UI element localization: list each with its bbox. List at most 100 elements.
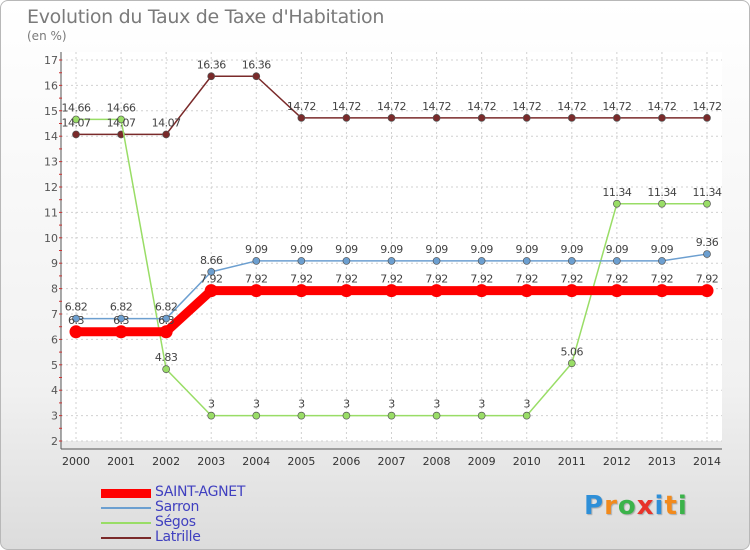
data-label: 5.06 (561, 345, 584, 358)
data-point (117, 115, 125, 124)
data-point (159, 325, 173, 339)
data-label: 9.36 (696, 236, 719, 249)
data-label: 6.82 (110, 301, 133, 314)
data-label: 14.66 (62, 101, 91, 114)
data-point (613, 199, 621, 208)
data-point (385, 284, 398, 298)
data-label: 3 (478, 398, 485, 411)
data-label: 8.66 (200, 254, 223, 267)
data-point (114, 325, 128, 339)
data-point (477, 114, 486, 122)
y-tick-label: 13 (44, 156, 58, 169)
x-tick-label: 2012 (603, 455, 631, 468)
data-label: 14.66 (107, 101, 136, 114)
y-tick-label: 7 (51, 308, 58, 321)
x-tick-label: 2008 (423, 455, 451, 468)
data-point (387, 114, 396, 122)
legend-label: SAINT-AGNET (155, 484, 246, 500)
data-label: 6.82 (65, 301, 88, 314)
data-point (658, 199, 666, 208)
data-point (72, 314, 80, 323)
y-tick-label: 6 (51, 333, 58, 346)
data-label: 7.92 (515, 273, 538, 286)
data-label: 7.92 (606, 273, 629, 286)
legend-swatch (101, 522, 151, 524)
data-point (477, 411, 486, 420)
data-point (522, 257, 531, 265)
data-label: 14.07 (62, 116, 91, 129)
data-point (658, 114, 666, 122)
data-label: 3 (523, 398, 530, 411)
x-tick-label: 2011 (558, 455, 586, 468)
data-label: 9.09 (245, 243, 268, 256)
data-point (207, 72, 216, 81)
data-label: 7.92 (200, 273, 223, 286)
legend: SAINT-AGNET Sarron Ségos Latrille (101, 485, 301, 545)
x-tick-label: 2004 (242, 455, 270, 468)
data-point (613, 257, 621, 265)
data-label: 14.72 (512, 100, 541, 113)
x-tick-label: 2013 (648, 455, 676, 468)
data-point (342, 114, 351, 122)
data-label: 16.36 (197, 58, 226, 71)
x-tick-label: 2005 (287, 455, 315, 468)
y-tick-label: 5 (51, 359, 58, 372)
x-tick-label: 2006 (332, 455, 360, 468)
data-point (567, 257, 576, 265)
legend-item: SAINT-AGNET (101, 485, 301, 500)
data-point (703, 199, 711, 208)
data-point (252, 257, 261, 265)
y-tick-label: 9 (51, 257, 58, 270)
data-label: 14.72 (287, 100, 316, 113)
data-point (432, 257, 441, 265)
data-label: 11.34 (693, 186, 722, 199)
data-point (703, 250, 711, 258)
data-label: 9.09 (290, 243, 313, 256)
data-point (339, 284, 353, 298)
data-label: 14.72 (377, 100, 406, 113)
data-label: 7.92 (470, 273, 493, 286)
data-label: 7.92 (380, 273, 403, 286)
legend-swatch (101, 507, 151, 509)
data-point (387, 257, 396, 265)
data-point (297, 114, 306, 122)
data-label: 14.72 (557, 100, 586, 113)
data-label: 9.09 (515, 243, 538, 256)
data-label: 3 (298, 398, 305, 411)
y-tick-label: 10 (44, 232, 58, 245)
data-label: 9.09 (335, 243, 358, 256)
data-point (249, 284, 263, 298)
data-point (658, 257, 666, 265)
data-point (252, 411, 261, 420)
data-point (342, 411, 351, 420)
legend-label: Latrille (155, 529, 201, 545)
data-point (294, 284, 308, 298)
y-tick-label: 2 (51, 435, 58, 448)
data-label: 6.3 (113, 314, 129, 327)
data-label: 7.92 (290, 273, 313, 286)
data-point (565, 284, 579, 298)
data-label: 16.36 (242, 58, 271, 71)
proxiti-logo: Proxiti (584, 491, 688, 521)
data-label: 3 (343, 398, 350, 411)
data-point (117, 314, 125, 323)
data-label: 14.72 (647, 100, 676, 113)
data-point (613, 114, 621, 122)
data-point (207, 411, 216, 420)
data-label: 14.72 (467, 100, 496, 113)
data-point (567, 114, 576, 122)
data-point (432, 411, 441, 420)
legend-swatch (101, 537, 151, 539)
data-point (69, 325, 83, 339)
data-point (387, 411, 396, 420)
x-tick-label: 2002 (152, 455, 180, 468)
data-point (72, 130, 80, 139)
data-label: 11.34 (602, 186, 631, 199)
legend-label: Sarron (155, 499, 200, 515)
data-point (475, 284, 489, 298)
data-label: 6.82 (155, 301, 178, 314)
data-label: 14.72 (602, 100, 631, 113)
x-tick-label: 2009 (468, 455, 496, 468)
data-point (162, 314, 170, 323)
